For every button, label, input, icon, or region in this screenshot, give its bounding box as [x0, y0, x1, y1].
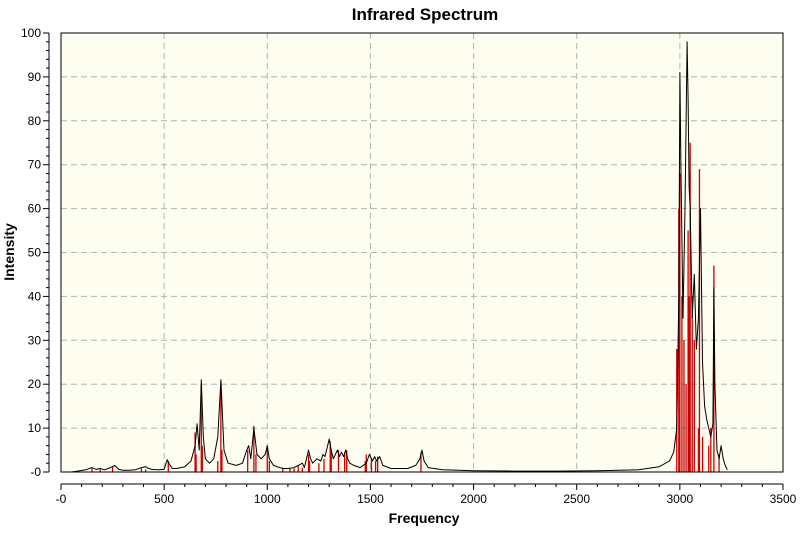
y-tick-label: 80	[28, 114, 42, 128]
chart-title: Infrared Spectrum	[352, 5, 498, 24]
y-tick-label: 100	[21, 26, 41, 40]
y-tick-label: 40	[28, 289, 42, 303]
x-tick-label: 1500	[357, 492, 384, 506]
y-tick-label: 70	[28, 158, 42, 172]
x-tick-label: 3500	[770, 492, 797, 506]
x-tick-label: 2000	[460, 492, 487, 506]
spectrum-line	[71, 41, 728, 473]
y-tick-label: 10	[28, 421, 42, 435]
y-tick-label: 30	[28, 333, 42, 347]
y-tick-label: -0	[30, 465, 41, 479]
x-axis-title: Frequency	[389, 510, 460, 526]
plot-frame	[60, 32, 784, 473]
y-tick-label: 90	[28, 70, 42, 84]
y-tick-label: 50	[28, 246, 42, 260]
x-tick-label: 500	[154, 492, 174, 506]
x-tick-label: -0	[56, 492, 67, 506]
y-tick-label: 60	[28, 202, 42, 216]
y-axis-title: Intensity	[1, 223, 17, 281]
x-tick-label: 1000	[254, 492, 281, 506]
x-tick-label: 3000	[667, 492, 694, 506]
y-tick-label: 20	[28, 377, 42, 391]
x-tick-label: 2500	[563, 492, 590, 506]
